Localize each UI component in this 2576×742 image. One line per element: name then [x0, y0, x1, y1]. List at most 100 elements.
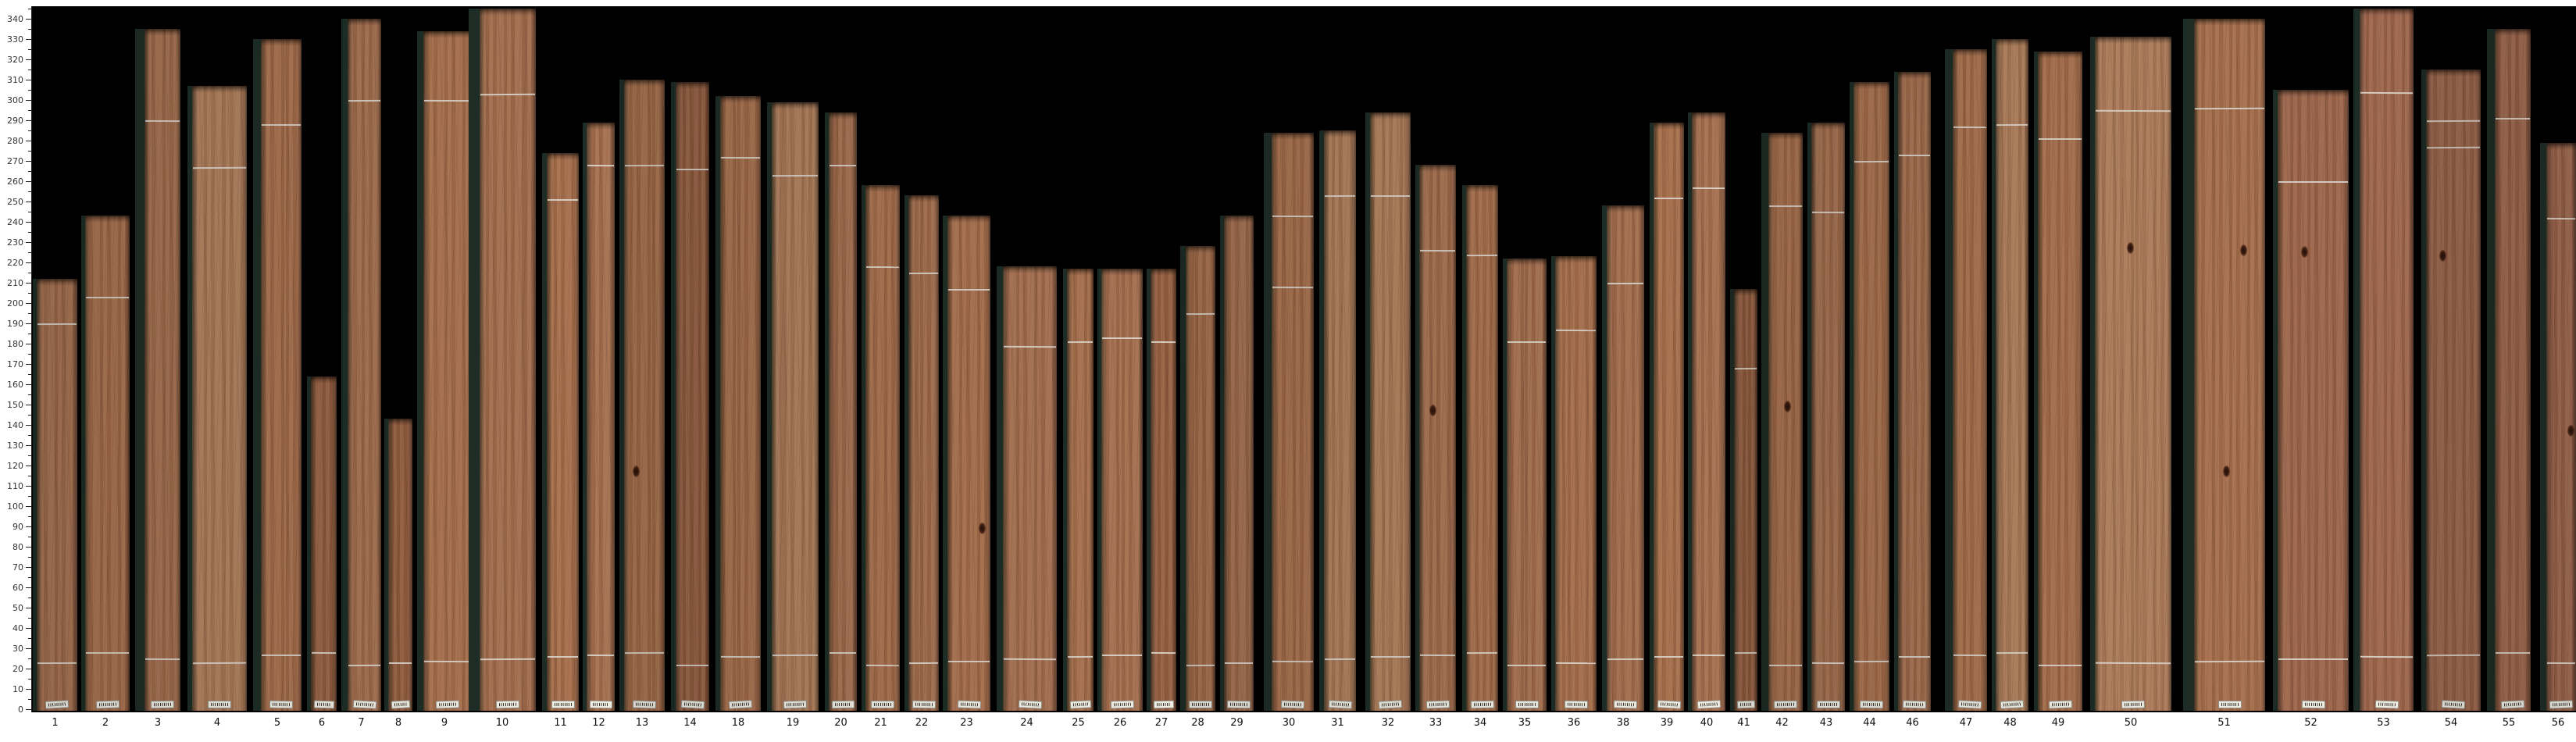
chalk-line-marker — [1692, 187, 1725, 190]
chalk-line-marker — [1466, 254, 1498, 257]
barcode-icon — [960, 702, 978, 707]
chalk-line-marker — [830, 652, 856, 654]
chalk-line-marker — [624, 651, 665, 655]
board-41[interactable] — [1730, 289, 1757, 711]
board-9[interactable] — [417, 31, 472, 711]
wood-knot — [1429, 405, 1436, 416]
board-13[interactable] — [619, 80, 665, 711]
chalk-line-marker — [86, 652, 129, 654]
board-56[interactable] — [2540, 143, 2576, 711]
chalk-line-marker — [587, 164, 615, 167]
chalk-line-marker — [86, 297, 129, 298]
y-axis-minor-tick — [28, 455, 32, 456]
board-number-label: 54 — [2444, 717, 2458, 729]
board-38[interactable] — [1602, 205, 1644, 711]
board-46[interactable] — [1894, 72, 1931, 711]
board-27[interactable] — [1147, 269, 1176, 711]
y-axis-major-tick — [26, 709, 32, 710]
board-28[interactable] — [1180, 246, 1215, 711]
y-axis-major-tick — [26, 587, 32, 588]
y-axis-minor-tick — [28, 90, 32, 91]
barcode-sticker — [1018, 700, 1042, 709]
board-55[interactable] — [2487, 29, 2531, 711]
board-40[interactable] — [1688, 112, 1725, 711]
y-axis-minor-tick — [28, 29, 32, 30]
board-47[interactable] — [1945, 49, 1987, 711]
board-20[interactable] — [825, 112, 857, 711]
barcode-icon — [915, 702, 933, 707]
chalk-line-marker — [1371, 656, 1410, 658]
board-18[interactable] — [715, 96, 761, 711]
board-31[interactable] — [1319, 130, 1356, 711]
board-1[interactable] — [33, 279, 77, 711]
board-22[interactable] — [904, 195, 939, 711]
board-number-label: 40 — [1700, 717, 1714, 729]
board-52[interactable] — [2273, 90, 2349, 711]
y-axis-tick-label: 250 — [7, 197, 23, 207]
barcode-icon — [1072, 702, 1088, 707]
board-number-label: 21 — [874, 717, 887, 729]
board-21[interactable] — [862, 185, 900, 711]
board-49[interactable] — [2034, 52, 2082, 711]
board-39[interactable] — [1650, 123, 1684, 711]
board-34[interactable] — [1462, 185, 1498, 711]
chalk-line-marker — [1507, 665, 1546, 666]
y-axis-major-tick — [26, 384, 32, 385]
chalk-line-marker — [587, 654, 615, 657]
board-7[interactable] — [341, 19, 381, 711]
board-36[interactable] — [1551, 256, 1597, 711]
board-25[interactable] — [1063, 269, 1094, 711]
board-23[interactable] — [943, 216, 990, 711]
chalk-line-marker — [1996, 123, 2028, 127]
board-12[interactable] — [583, 123, 615, 711]
board-24[interactable] — [997, 266, 1057, 711]
board-number-label: 39 — [1660, 717, 1674, 729]
barcode-sticker — [269, 700, 294, 709]
board-43[interactable] — [1807, 123, 1845, 711]
board-10[interactable] — [469, 9, 536, 711]
chalk-line-marker — [2426, 146, 2481, 149]
board-50[interactable] — [2090, 37, 2171, 711]
board-14[interactable] — [671, 82, 709, 711]
board-26[interactable] — [1097, 269, 1143, 711]
board-42[interactable] — [1761, 133, 1803, 711]
chalk-line-marker — [1102, 655, 1142, 656]
chalk-line-marker — [1151, 651, 1176, 655]
board-29[interactable] — [1220, 216, 1254, 711]
board-30[interactable] — [1264, 133, 1314, 711]
board-2[interactable] — [81, 216, 130, 711]
y-axis-tick-label: 260 — [7, 177, 23, 187]
barcode-icon — [874, 703, 891, 706]
board-51[interactable] — [2183, 19, 2265, 711]
barcode-sticker — [2217, 701, 2242, 708]
y-axis-minor-tick — [28, 699, 32, 700]
board-8[interactable] — [384, 419, 412, 711]
board-3[interactable] — [135, 29, 180, 711]
chalk-line-marker — [908, 662, 939, 665]
board-32[interactable] — [1365, 112, 1411, 711]
board-11[interactable] — [542, 153, 579, 711]
barcode-sticker — [957, 700, 981, 709]
barcode-sticker — [1957, 700, 1982, 709]
y-axis-tick-label: 50 — [12, 603, 23, 613]
chalk-line-marker — [423, 660, 472, 663]
board-5[interactable] — [253, 39, 301, 711]
barcode-sticker — [1697, 700, 1721, 709]
board-44[interactable] — [1850, 82, 1889, 711]
board-35[interactable] — [1503, 259, 1547, 711]
board-4[interactable] — [187, 86, 247, 711]
barcode-sticker — [495, 700, 520, 709]
y-axis-tick-label: 190 — [7, 319, 23, 329]
board-53[interactable] — [2353, 9, 2414, 711]
chalk-line-marker — [1507, 341, 1546, 343]
chalk-line-marker — [1067, 341, 1094, 344]
y-axis-tick-label: 200 — [7, 298, 23, 309]
chalk-line-marker — [676, 665, 708, 666]
board-54[interactable] — [2421, 70, 2481, 711]
board-33[interactable] — [1415, 165, 1456, 711]
board-6[interactable] — [307, 376, 337, 711]
barcode-sticker — [1378, 700, 1403, 709]
board-48[interactable] — [1992, 39, 2028, 711]
chalk-line-marker — [1324, 658, 1356, 661]
board-19[interactable] — [767, 102, 819, 711]
